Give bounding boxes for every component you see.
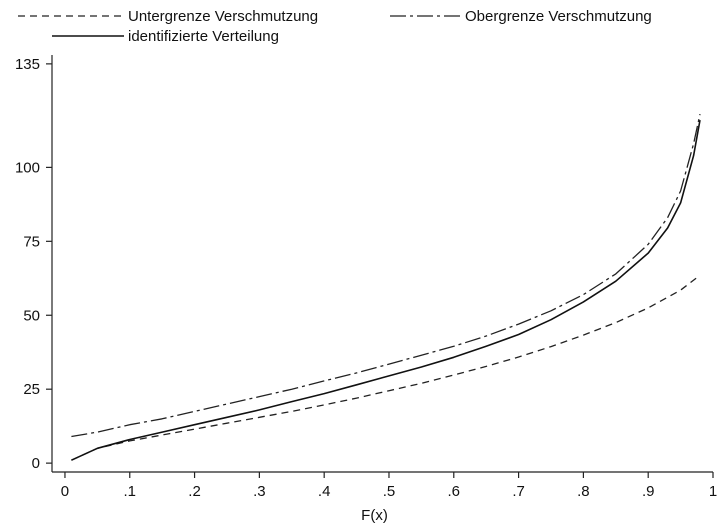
x-tick-label: .2 bbox=[188, 483, 201, 500]
x-tick-label: .5 bbox=[383, 483, 396, 500]
x-axis: 0 .1 .2 .3 .4 .5 .6 .7 .8 .9 1 bbox=[52, 471, 717, 500]
series-layer bbox=[71, 113, 701, 461]
y-tick-label: 50 bbox=[23, 307, 40, 324]
x-tick-label: .1 bbox=[124, 483, 137, 500]
series-line-untergrenze-verschmutzung bbox=[71, 274, 701, 461]
series-line-obergrenze-verschmutzung bbox=[71, 113, 701, 438]
legend-label: identifizierte Verteilung bbox=[128, 28, 279, 45]
x-tick-label: .4 bbox=[318, 483, 331, 500]
x-tick-label: .8 bbox=[577, 483, 590, 500]
x-tick-label: .7 bbox=[512, 483, 525, 500]
x-tick-label: 0 bbox=[61, 483, 69, 500]
y-tick-label: 0 bbox=[32, 455, 40, 472]
x-tick-label: .6 bbox=[448, 483, 461, 500]
y-tick-label: 135 bbox=[15, 56, 40, 73]
series-line-identifizierte-verteilung bbox=[71, 119, 701, 461]
y-tick-label: 100 bbox=[15, 159, 40, 176]
legend-label: Obergrenze Verschmutzung bbox=[465, 8, 652, 25]
legend-label: Untergrenze Verschmutzung bbox=[128, 8, 318, 25]
legend: Untergrenze Verschmutzung Obergrenze Vers… bbox=[18, 8, 652, 45]
y-axis: 0 25 50 75 100 135 bbox=[15, 55, 53, 472]
y-tick-label: 75 bbox=[23, 233, 40, 250]
x-tick-label: 1 bbox=[709, 483, 717, 500]
x-tick-label: .3 bbox=[253, 483, 266, 500]
x-tick-label: .9 bbox=[642, 483, 655, 500]
x-axis-title: F(x) bbox=[361, 507, 388, 524]
y-tick-label: 25 bbox=[23, 381, 40, 398]
